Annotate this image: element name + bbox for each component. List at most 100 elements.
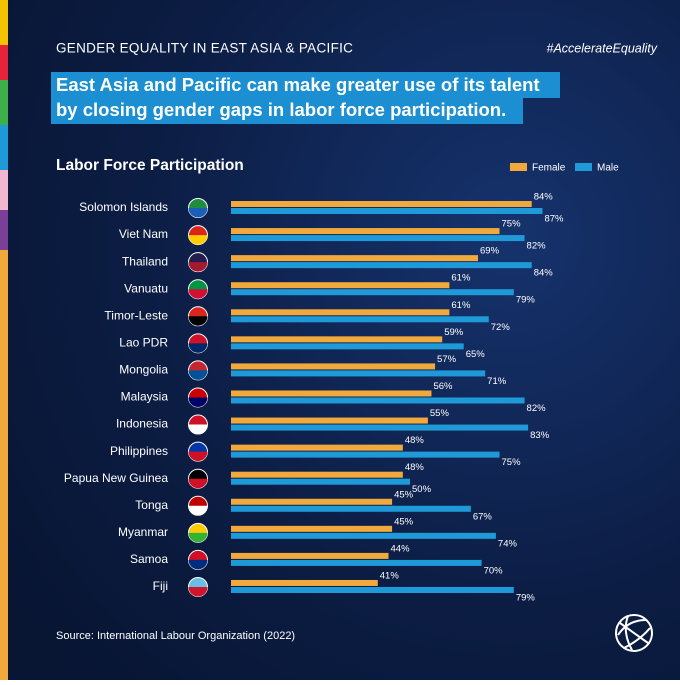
- bar: [231, 559, 482, 566]
- category-label: Philippines: [110, 444, 168, 458]
- color-stripe: [0, 0, 8, 680]
- flag: [188, 559, 208, 570]
- flag: [188, 397, 208, 407]
- value-label: 41%: [380, 570, 400, 581]
- bar: [231, 208, 543, 214]
- bar: [231, 498, 393, 505]
- value-label: 87%: [544, 214, 564, 225]
- category-label: Viet Nam: [119, 227, 168, 241]
- header: GENDER EQUALITY IN EAST ASIA & PACIFIC: [56, 41, 353, 56]
- bar: [231, 451, 500, 458]
- category-label: Myanmar: [118, 525, 168, 539]
- category-label: Tonga: [135, 498, 168, 512]
- logo: [615, 614, 653, 652]
- bar: [231, 336, 443, 343]
- category-label: Timor-Leste: [104, 308, 168, 322]
- category-label: Indonesia: [116, 417, 168, 431]
- legend-label: Female: [532, 163, 566, 174]
- value-label: 70%: [484, 565, 504, 576]
- bar: [231, 390, 432, 397]
- flag: [188, 532, 208, 543]
- category-label: Solomon Islands: [79, 200, 168, 214]
- value-label: 74%: [498, 538, 518, 549]
- headline-highlight: [51, 98, 523, 124]
- legend-label: Male: [597, 163, 619, 174]
- value-label: 57%: [437, 354, 457, 365]
- value-label: 56%: [433, 381, 453, 392]
- value-label: 61%: [451, 273, 471, 284]
- bar: [231, 505, 471, 512]
- value-label: 84%: [534, 268, 554, 279]
- source: Source: International Labour Organizatio…: [56, 630, 295, 642]
- bar: [231, 471, 403, 478]
- flag: [188, 505, 208, 516]
- flag: [188, 451, 208, 462]
- bar: [231, 586, 514, 593]
- value-label: 75%: [502, 219, 522, 230]
- flag: [188, 370, 208, 380]
- hashtag: #AccelerateEquality: [547, 41, 658, 55]
- bar: [231, 289, 514, 296]
- value-label: 75%: [502, 457, 522, 468]
- value-label: 44%: [391, 543, 411, 554]
- value-label: 69%: [480, 246, 500, 257]
- bar: [231, 478, 410, 485]
- flag: [188, 208, 208, 218]
- bar: [231, 363, 436, 370]
- category-label: Malaysia: [121, 390, 169, 404]
- value-label: 65%: [466, 349, 486, 360]
- value-label: 84%: [534, 192, 554, 203]
- bar: [231, 343, 464, 350]
- bar: [231, 397, 525, 404]
- value-label: 72%: [491, 322, 511, 333]
- value-label: 45%: [394, 489, 414, 500]
- category-label: Lao PDR: [119, 336, 168, 350]
- bar: [231, 235, 525, 242]
- bar: [231, 444, 403, 451]
- bar: [231, 282, 450, 289]
- value-label: 45%: [394, 516, 414, 527]
- bar: [231, 532, 496, 539]
- bar: [231, 262, 532, 269]
- flag: [188, 424, 208, 435]
- value-label: 83%: [530, 430, 550, 441]
- flag: [188, 316, 208, 326]
- bar: [231, 424, 529, 431]
- value-label: 79%: [516, 592, 536, 603]
- value-label: 48%: [405, 435, 425, 446]
- legend-swatch: [575, 163, 592, 171]
- bar: [231, 417, 428, 424]
- category-label: Samoa: [130, 552, 168, 566]
- flag: [188, 343, 208, 353]
- flag: [188, 235, 208, 245]
- flag: [188, 289, 208, 299]
- bar: [231, 552, 389, 559]
- bar: [231, 316, 489, 323]
- category-label: Papua New Guinea: [64, 471, 168, 485]
- bar: [231, 201, 532, 207]
- bar: [231, 525, 393, 532]
- bar: [231, 579, 378, 586]
- flag: [188, 478, 208, 489]
- bar: [231, 309, 450, 316]
- headline-highlight: [51, 72, 560, 98]
- value-label: 71%: [487, 376, 507, 387]
- value-label: 82%: [527, 241, 547, 252]
- flag: [188, 586, 208, 597]
- headline: East Asia and Pacific can make greater u…: [56, 74, 540, 95]
- value-label: 50%: [412, 484, 432, 495]
- value-label: 48%: [405, 462, 425, 473]
- value-label: 79%: [516, 295, 536, 306]
- category-label: Vanuatu: [124, 281, 168, 295]
- category-label: Thailand: [122, 254, 168, 268]
- bar: [231, 255, 479, 262]
- value-label: 67%: [473, 511, 493, 522]
- chart-title: Labor Force Participation: [56, 157, 244, 174]
- value-label: 59%: [444, 327, 464, 338]
- value-label: 82%: [527, 403, 547, 414]
- value-label: 61%: [451, 300, 471, 311]
- value-label: 55%: [430, 408, 450, 419]
- legend-swatch: [510, 163, 527, 171]
